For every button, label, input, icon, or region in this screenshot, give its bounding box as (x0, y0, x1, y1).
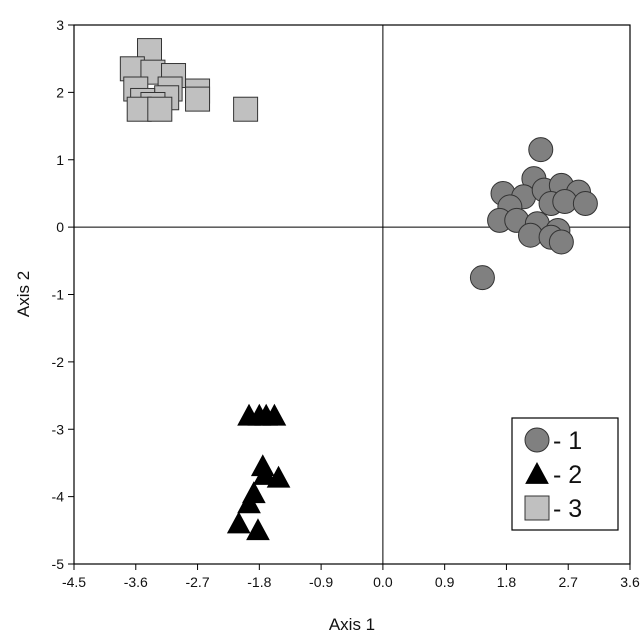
y-tick-label: 0 (56, 219, 64, 235)
data-points (119, 38, 598, 541)
x-tick-label: -0.9 (309, 574, 333, 590)
y-tick-label: 2 (56, 84, 64, 100)
y-tick-label: -1 (52, 287, 65, 303)
legend: - 1 - 2 - 3 (511, 417, 619, 531)
series-3-point (185, 86, 211, 112)
legend-label-3: - 3 (553, 495, 582, 523)
x-tick-label: 3.6 (620, 574, 640, 590)
legend-label-1: - 1 (553, 427, 582, 455)
x-tick-label: -4.5 (62, 574, 86, 590)
legend-label-2: - 2 (553, 461, 582, 489)
series-1-point (528, 137, 554, 163)
x-tick-label: -2.7 (185, 574, 209, 590)
x-axis-label: Axis 1 (329, 615, 375, 634)
y-axis-ticks: -5 -4 -3 -2 -1 0 1 2 3 (52, 17, 74, 572)
x-tick-label: -3.6 (124, 574, 148, 590)
x-tick-label: 1.8 (497, 574, 517, 590)
series-2-point (246, 518, 270, 541)
series-3-point (147, 96, 173, 122)
series-2-point (266, 465, 291, 488)
series-2-point (252, 463, 277, 485)
series-2-point (237, 491, 261, 514)
series-3-point (233, 96, 259, 122)
y-tick-label: -5 (52, 556, 65, 572)
x-tick-label: -1.8 (247, 574, 271, 590)
series-1-point (469, 265, 495, 291)
legend-marker-2 (525, 461, 549, 484)
y-axis-label: Axis 2 (14, 271, 33, 317)
x-tick-label: 2.7 (558, 574, 578, 590)
series-1-point (572, 191, 598, 217)
y-tick-label: -4 (52, 489, 65, 505)
x-tick-label: 0.0 (373, 574, 393, 590)
legend-marker-3 (524, 495, 550, 521)
series-2-point (262, 403, 287, 426)
y-tick-label: -3 (52, 421, 65, 437)
x-tick-label: 0.9 (435, 574, 455, 590)
series-2-point (226, 511, 251, 534)
y-tick-label: -2 (52, 354, 65, 370)
legend-marker-1 (524, 427, 550, 453)
series-1-point (548, 229, 574, 255)
x-axis-ticks: -4.5 -3.6 -2.7 -1.8 -0.9 0.0 0.9 1.8 2.7 3.6 (62, 564, 640, 590)
series-3-point (126, 96, 152, 122)
y-tick-label: 1 (56, 152, 64, 168)
y-tick-label: 3 (56, 17, 64, 33)
